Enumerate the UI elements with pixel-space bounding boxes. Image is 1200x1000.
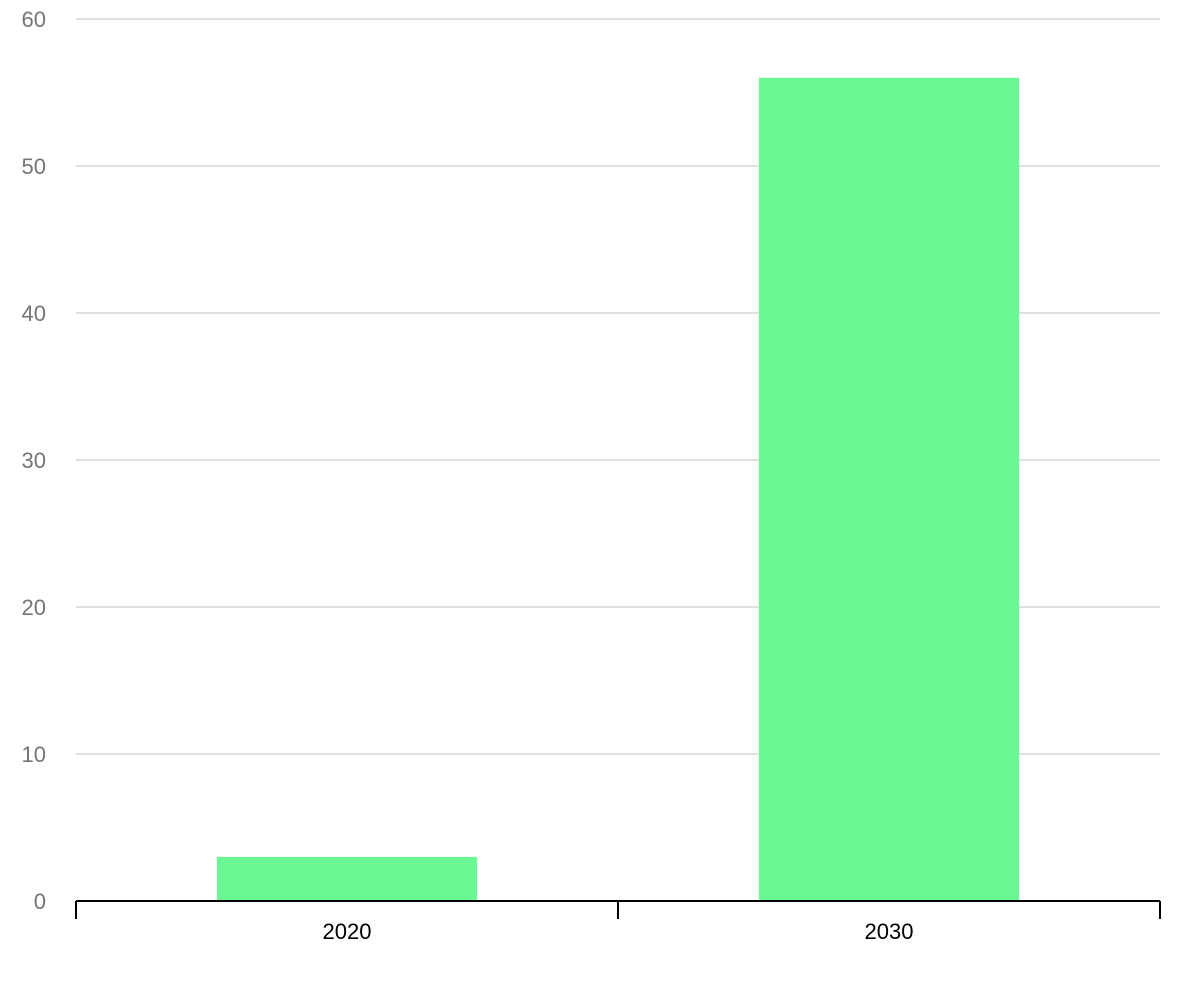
y-tick-label: 20 bbox=[22, 595, 46, 620]
bar-2020 bbox=[216, 856, 478, 901]
x-axis bbox=[75, 900, 1161, 919]
y-tick-label: 30 bbox=[22, 448, 46, 473]
bars bbox=[216, 77, 1020, 902]
bar-2030 bbox=[758, 77, 1020, 902]
y-tick-label: 40 bbox=[22, 301, 46, 326]
y-axis-tick-labels: 0 10 20 30 40 50 60 bbox=[22, 7, 46, 914]
x-tick-label: 2030 bbox=[865, 919, 914, 944]
y-tick-label: 50 bbox=[22, 154, 46, 179]
x-axis-tick-labels: 2020 2030 bbox=[323, 919, 914, 944]
y-tick-label: 60 bbox=[22, 7, 46, 32]
x-tick-label: 2020 bbox=[323, 919, 372, 944]
y-tick-label: 10 bbox=[22, 742, 46, 767]
y-tick-label: 0 bbox=[34, 889, 46, 914]
